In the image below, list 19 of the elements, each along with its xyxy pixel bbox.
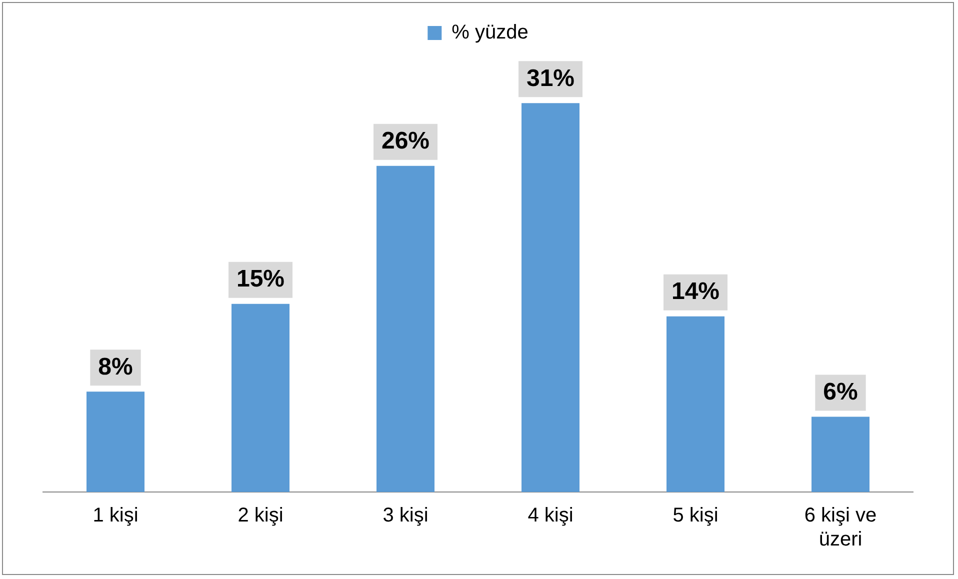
data-label: 14%	[671, 278, 720, 306]
x-tick-label: 4 kişi	[528, 504, 574, 527]
data-label: 31%	[526, 64, 575, 92]
x-tick-label: 5 kişi	[672, 504, 718, 527]
bar	[86, 392, 144, 492]
x-tick-label: 3 kişi	[382, 504, 428, 527]
data-label: 26%	[381, 128, 430, 155]
data-label: 6%	[823, 378, 858, 406]
bar	[522, 103, 580, 492]
x-tick-label: 2 kişi	[238, 504, 284, 527]
bar	[812, 416, 870, 492]
x-tick-label: 1 kişi	[92, 504, 138, 527]
bar	[376, 166, 434, 492]
legend-label: % yüzde	[452, 22, 528, 44]
x-tick-label: 6 kişi ve üzeri	[804, 504, 877, 551]
data-label: 8%	[98, 353, 133, 380]
bar	[232, 304, 290, 492]
bar	[666, 316, 724, 492]
data-label: 15%	[236, 265, 285, 292]
